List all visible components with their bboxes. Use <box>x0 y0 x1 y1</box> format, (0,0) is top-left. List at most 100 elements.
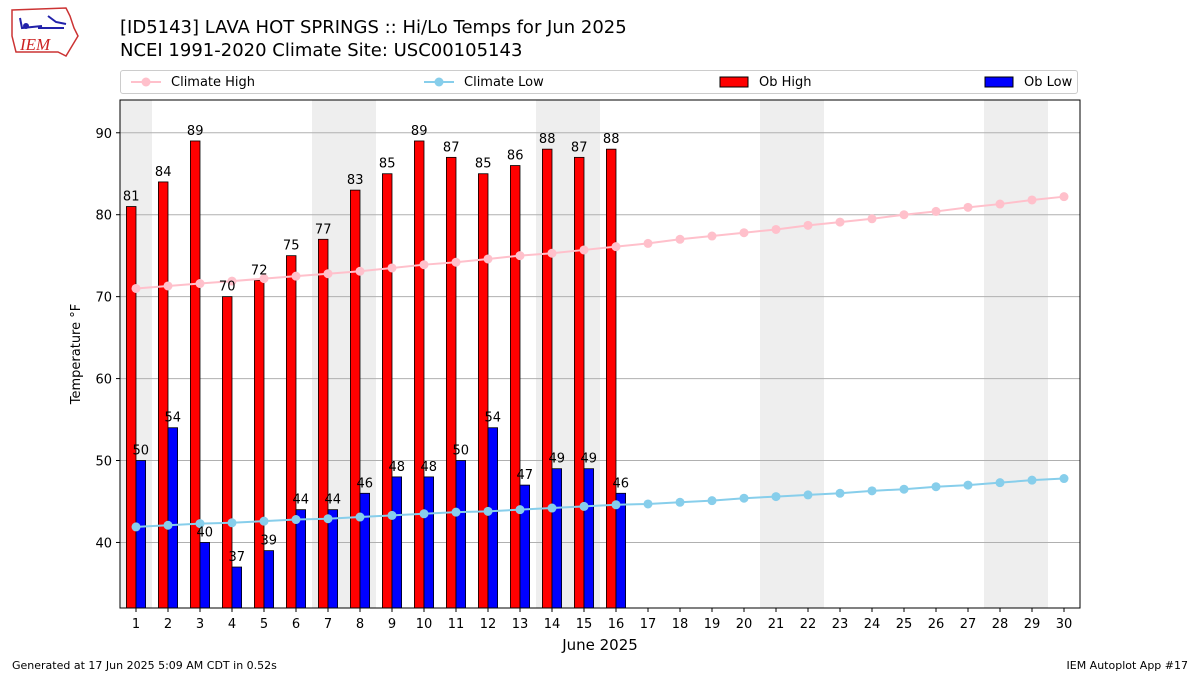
ob-high-legend-marker <box>719 76 749 88</box>
x-tick-label-4: 4 <box>228 617 236 632</box>
climate-high-point-day-28 <box>995 199 1005 209</box>
ob-high-label-day-7: 77 <box>315 222 332 237</box>
ob-high-label-day-3: 89 <box>187 124 204 139</box>
x-tick-label-18: 18 <box>672 617 689 632</box>
climate-high-point-day-30 <box>1059 192 1069 202</box>
ob-low-bar-day-15 <box>583 468 595 609</box>
weekend-shade-day-21 <box>760 100 792 608</box>
legend-item-climate-low: Climate Low <box>424 71 544 93</box>
climate-low-point-day-5 <box>259 516 269 526</box>
ob-low-label-day-11: 50 <box>453 444 470 459</box>
weekend-shade-day-28 <box>984 100 1016 608</box>
legend-label-ob-high: Ob High <box>759 74 812 90</box>
x-tick-label-30: 30 <box>1056 617 1073 632</box>
ob-high-bar-day-15 <box>574 156 585 609</box>
footer-app-text: IEM Autoplot App #17 <box>1066 659 1189 672</box>
climate-high-point-day-23 <box>835 217 845 227</box>
x-tick-label-7: 7 <box>324 617 332 632</box>
climate-low-point-day-27 <box>963 480 973 490</box>
climate-low-point-day-30 <box>1059 474 1069 484</box>
plot-frame <box>119 99 1081 609</box>
chart-title: [ID5143] LAVA HOT SPRINGS :: Hi/Lo Temps… <box>120 17 627 38</box>
climate-low-point-day-29 <box>1027 475 1037 485</box>
ob-low-bar-day-13 <box>519 484 531 609</box>
climate-low-point-day-4 <box>227 518 237 528</box>
climate-high-line <box>135 195 1065 290</box>
climate-low-point-day-24 <box>867 486 877 496</box>
x-tick-label-22: 22 <box>800 617 817 632</box>
climate-high-point-day-19 <box>707 231 717 241</box>
ob-high-label-day-6: 75 <box>283 239 300 254</box>
ob-low-label-day-14: 49 <box>549 452 566 467</box>
ob-high-bar-day-9 <box>381 173 393 609</box>
x-tick-label-17: 17 <box>640 617 657 632</box>
ob-high-label-day-12: 85 <box>475 157 492 172</box>
legend-item-ob-low: Ob Low <box>984 71 1072 93</box>
x-tick-label-6: 6 <box>292 617 300 632</box>
y-tick-label-60: 60 <box>95 373 112 388</box>
x-tick-label-9: 9 <box>388 617 396 632</box>
climate-high-point-day-16 <box>611 242 621 252</box>
ob-high-label-day-5: 72 <box>251 263 268 278</box>
climate-high-point-day-26 <box>931 206 941 216</box>
ob-high-bar-day-13 <box>509 165 521 609</box>
y-gridlines <box>120 132 1080 543</box>
x-tick-label-24: 24 <box>864 617 881 632</box>
ob-high-bar-day-12 <box>477 173 489 609</box>
x-tick-label-12: 12 <box>480 617 497 632</box>
legend-item-ob-high: Ob High <box>719 71 812 93</box>
x-tick-label-3: 3 <box>196 617 204 632</box>
x-tick-label-13: 13 <box>512 617 529 632</box>
ob-low-bar-day-14 <box>551 468 563 609</box>
legend: Climate High Climate Low Ob High Ob Low <box>120 70 1078 94</box>
ob-high-bar-day-8 <box>349 189 361 609</box>
climate-low-point-day-13 <box>515 505 525 515</box>
climate-high-point-day-25 <box>899 210 909 220</box>
logo-text: IEM <box>19 35 51 54</box>
x-tick-label-14: 14 <box>544 617 561 632</box>
ob-low-bar-day-5 <box>263 550 275 609</box>
climate-low-legend-marker <box>424 77 454 87</box>
ob-low-label-day-6: 44 <box>293 493 310 508</box>
climate-low-point-day-3 <box>195 519 205 529</box>
climate-high-point-day-9 <box>387 263 397 273</box>
ob-high-label-day-9: 85 <box>379 157 396 172</box>
ob-high-bar-day-10 <box>413 140 425 609</box>
ob-low-bar-day-7 <box>327 509 339 609</box>
ob-low-label-day-10: 48 <box>421 460 438 475</box>
climate-high-legend-marker <box>131 77 161 87</box>
y-tick-label-50: 50 <box>95 455 112 470</box>
ob-high-bar-day-7 <box>317 238 329 609</box>
climate-high-point-day-29 <box>1027 195 1037 205</box>
ob-high-label-day-11: 87 <box>443 140 460 155</box>
ob-low-bar-day-2 <box>167 427 179 609</box>
climate-low-point-day-26 <box>931 482 941 492</box>
climate-low-point-day-8 <box>355 512 365 522</box>
ob-high-label-day-10: 89 <box>411 124 428 139</box>
climate-low-point-day-15 <box>579 501 589 511</box>
y-axis-label: Temperature °F <box>69 304 84 405</box>
ob-high-label-day-1: 81 <box>123 190 140 205</box>
climate-high-point-day-17 <box>643 238 653 248</box>
ob-high-label-day-15: 87 <box>571 140 588 155</box>
climate-high-point-day-1 <box>131 283 141 293</box>
climate-low-point-day-9 <box>387 510 397 520</box>
x-tick-label-16: 16 <box>608 617 625 632</box>
ob-low-label-day-16: 46 <box>613 476 630 491</box>
x-tick-label-19: 19 <box>704 617 721 632</box>
x-tick-label-11: 11 <box>448 617 465 632</box>
ob-low-label-day-4: 37 <box>229 550 246 565</box>
climate-high-point-day-13 <box>515 251 525 261</box>
climate-high-point-day-22 <box>803 220 813 230</box>
ob-high-bar-day-1 <box>126 206 137 609</box>
chart-subtitle: NCEI 1991-2020 Climate Site: USC00105143 <box>120 40 523 61</box>
climate-low-point-day-2 <box>163 520 173 530</box>
ob-high-bar-day-16 <box>606 148 617 609</box>
ob-low-bar-day-4 <box>231 566 243 609</box>
climate-low-point-day-28 <box>995 478 1005 488</box>
x-tick-label-23: 23 <box>832 617 849 632</box>
x-tick-label-1: 1 <box>132 617 140 632</box>
climate-low-line <box>135 477 1065 528</box>
ob-high-label-day-8: 83 <box>347 173 364 188</box>
